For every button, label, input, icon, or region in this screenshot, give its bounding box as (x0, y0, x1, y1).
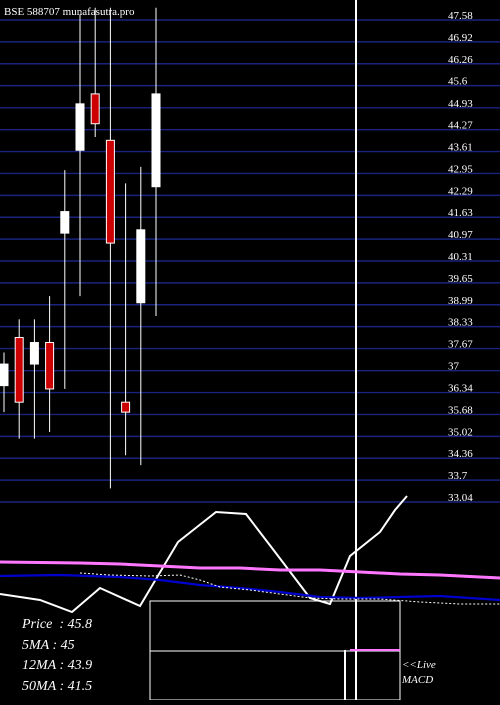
y-tick-label: 38.99 (448, 295, 473, 307)
y-axis-ticks: 47.58 46.92 46.26 45.6 44.93 44.27 43.61 42.95 4… (448, 10, 473, 504)
y-tick-label: 45.6 (448, 76, 468, 88)
candle-body (29, 342, 39, 365)
candle-body (151, 93, 161, 188)
candle-body (121, 401, 131, 413)
y-tick-label: 44.93 (448, 98, 473, 110)
candle-body (136, 229, 146, 304)
indicator-panel (0, 495, 500, 701)
signal-dotted-line (79, 572, 500, 605)
live-label: <<Live (402, 659, 436, 671)
ma-long-line (0, 573, 500, 602)
y-tick-label: 44.27 (448, 120, 473, 132)
y-tick-label: 42.29 (448, 185, 473, 197)
y-tick-label: 42.95 (448, 163, 473, 175)
candle-body (60, 211, 70, 234)
candle-body (45, 342, 55, 390)
candle-body (105, 139, 115, 244)
y-tick-label: 35.68 (448, 404, 473, 416)
y-tick-label: 38.33 (448, 317, 473, 329)
grid-lines (0, 19, 500, 503)
macd-label: MACD (402, 674, 434, 686)
ma5-stat: 5MA : 45 (22, 637, 75, 653)
candle-body (14, 337, 24, 403)
y-tick-label: 33.04 (448, 492, 473, 504)
ma12-stat: 12MA : 43.9 (22, 658, 93, 673)
candle-body (0, 363, 9, 387)
y-tick-label: 41.63 (448, 207, 473, 219)
y-tick-label: 33.7 (448, 470, 468, 482)
y-tick-label: 40.31 (448, 251, 473, 263)
y-tick-label: 37 (448, 361, 460, 373)
y-tick-label: 37.67 (448, 339, 473, 351)
macd-histogram-box (149, 650, 401, 701)
y-tick-label: 34.36 (448, 448, 473, 460)
y-tick-label: 39.65 (448, 273, 473, 285)
y-tick-label: 46.92 (448, 32, 473, 44)
candle-body (90, 93, 100, 125)
price-stat: Price : 45.8 (22, 617, 92, 632)
y-tick-label: 35.02 (448, 426, 473, 438)
candle-body (75, 103, 85, 151)
ma50-stat: 50MA : 41.5 (22, 678, 93, 694)
y-tick-label: 36.34 (448, 383, 473, 395)
oscillator-line (0, 495, 408, 614)
y-tick-label: 46.26 (448, 54, 473, 66)
y-tick-label: 40.97 (448, 229, 473, 241)
stats-box: Price : 45.8 5MA : 45 12MA : 43.9 50MA :… (22, 615, 92, 697)
chart-title: BSE 588707 munafasutra.pro (4, 6, 135, 18)
y-tick-label: 43.61 (448, 142, 473, 154)
candles (0, 0, 357, 700)
ma-short-line (0, 560, 500, 580)
y-tick-label: 47.58 (448, 10, 473, 22)
macd-live-label: <<Live MACD (402, 658, 436, 688)
